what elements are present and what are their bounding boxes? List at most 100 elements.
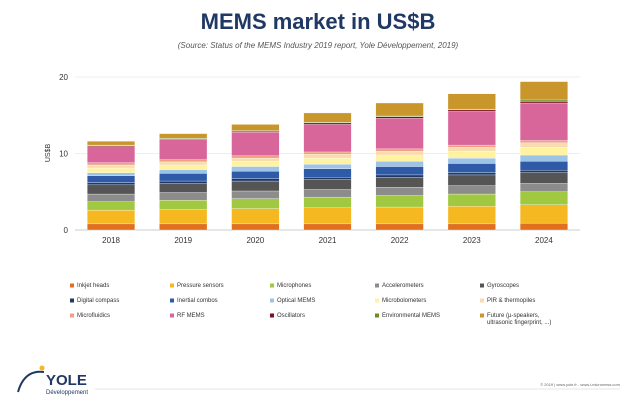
- legend-label: Inertial combos: [177, 298, 218, 304]
- legend-swatch: [270, 298, 274, 303]
- bar-segment: [375, 166, 424, 176]
- bar-segment: [447, 223, 496, 231]
- bar-segment: [303, 223, 352, 231]
- bar-segment: [231, 170, 280, 179]
- legend-label: RF MEMS: [177, 313, 205, 319]
- bar-segment: [447, 206, 496, 225]
- bar-segment: [375, 102, 424, 117]
- bar-segment: [519, 99, 568, 102]
- bar-segment: [519, 183, 568, 192]
- bar-segment: [519, 101, 568, 104]
- bar-segment: [231, 180, 280, 192]
- bar-segment: [447, 163, 496, 173]
- chart-subtitle: (Source: Status of the MEMS Industry 201…: [178, 41, 459, 50]
- logo-tagline: Développement: [46, 390, 88, 396]
- bar-segment: [447, 93, 496, 110]
- bar-segment: [231, 155, 280, 159]
- logo-dot: [39, 365, 45, 371]
- bar-segment: [159, 161, 208, 166]
- bar-segment: [447, 174, 496, 186]
- logo-text: YOLE: [46, 372, 87, 389]
- bar-segment: [375, 223, 424, 231]
- bar-segment: [375, 154, 424, 162]
- bar-segment: [231, 166, 280, 172]
- bar-segment: [447, 144, 496, 148]
- bar-segment: [87, 167, 136, 173]
- bar-segment: [87, 175, 136, 183]
- bar-segment: [87, 184, 136, 195]
- x-tick-label: 2023: [463, 236, 481, 245]
- bar-segment: [159, 133, 208, 139]
- legend-swatch: [70, 313, 74, 318]
- legend-label: Digital compass: [77, 298, 119, 304]
- bar-segment: [303, 157, 352, 165]
- bar-segment: [375, 118, 424, 150]
- legend-swatch: [480, 283, 484, 288]
- bar-segment: [231, 160, 280, 167]
- bar-segment: [447, 151, 496, 159]
- legend-label: Future (µ-speakers, ultrasonic fingerprin…: [487, 313, 551, 326]
- bar-segment: [375, 177, 424, 188]
- legend-label: Inkjet heads: [77, 283, 109, 289]
- bar-segment: [519, 142, 568, 148]
- bars: [87, 81, 568, 231]
- legend-label: Gyroscopes: [487, 283, 519, 289]
- bar-segment: [231, 223, 280, 231]
- legend: Inkjet heads Pressure sensors Microphones A…: [70, 283, 551, 326]
- bar-segment: [159, 139, 208, 160]
- bar-segment: [303, 168, 352, 178]
- bar-segment: [303, 151, 352, 155]
- bar-segment: [231, 124, 280, 131]
- bar-segment: [375, 160, 424, 167]
- bar-segment: [447, 109, 496, 112]
- legend-label: Optical MEMS: [277, 298, 315, 304]
- bar-segment: [519, 170, 568, 173]
- legend-swatch: [70, 298, 74, 303]
- bar-segment: [519, 191, 568, 205]
- bar-segment: [303, 122, 352, 125]
- bar-segment: [375, 116, 424, 119]
- y-tick-label: 20: [59, 73, 68, 82]
- chart-title: MEMS market in US$B: [201, 9, 436, 34]
- bar-segment: [159, 159, 208, 163]
- legend-swatch: [270, 283, 274, 288]
- logo-swoosh: [17, 370, 45, 393]
- bar-segment: [375, 195, 424, 208]
- bar-segment: [159, 200, 208, 210]
- bar-segment: [447, 185, 496, 195]
- x-tick-label: 2020: [246, 236, 264, 245]
- legend-label: Microbolometers: [382, 298, 426, 304]
- bar-segment: [375, 151, 424, 156]
- legend-label: PIR & thermopiles: [487, 298, 535, 304]
- legend-label: Environmental MEMS: [382, 313, 440, 319]
- y-tick-label: 10: [59, 150, 68, 159]
- bar-segment: [303, 179, 352, 190]
- y-axis-ticks: 0 10 20: [59, 73, 68, 235]
- y-axis-label: US$B: [45, 144, 52, 163]
- bar-segment: [519, 147, 568, 156]
- bar-segment: [447, 172, 496, 176]
- bar-segment: [519, 140, 568, 143]
- x-tick-label: 2022: [391, 236, 409, 245]
- bar-segment: [303, 207, 352, 225]
- bar-segment: [303, 154, 352, 159]
- legend-swatch: [480, 313, 484, 318]
- legend-label: Pressure sensors: [177, 283, 224, 289]
- bar-segment: [159, 180, 208, 184]
- bar-segment: [447, 147, 496, 152]
- bar-segment: [87, 209, 136, 225]
- bar-segment: [231, 208, 280, 225]
- bar-segment: [375, 148, 424, 152]
- legend-label-line: ultrasonic fingerprint, ...): [487, 320, 551, 326]
- bar-segment: [375, 174, 424, 178]
- legend-label: Oscillators: [277, 313, 305, 319]
- bar-segment: [447, 193, 496, 207]
- bar-segment: [87, 162, 136, 166]
- legend-label: Microfluidics: [77, 313, 110, 319]
- bar-segment: [87, 146, 136, 163]
- bar-segment: [303, 164, 352, 169]
- bar-segment: [159, 183, 208, 193]
- bar-segment: [519, 222, 568, 231]
- legend-swatch: [170, 298, 174, 303]
- legend-swatch: [270, 313, 274, 318]
